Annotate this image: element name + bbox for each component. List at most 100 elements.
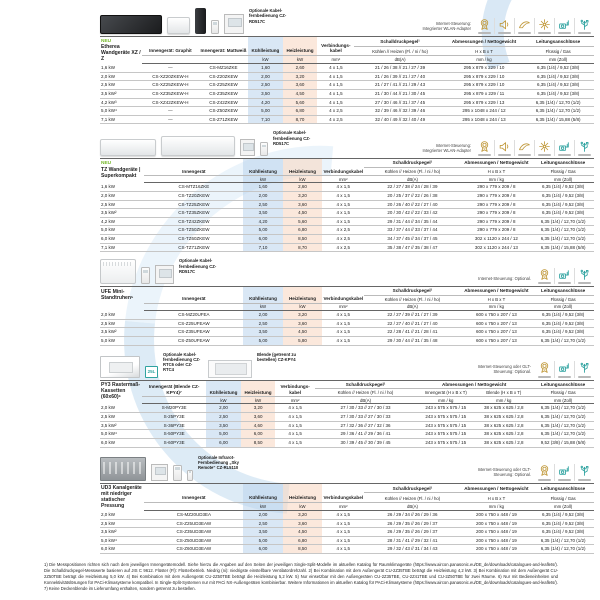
table-cell: 27 / 30 / 33 // 27 / 30 / 33 [314, 403, 417, 413]
table-cell: 3,60 [282, 200, 323, 210]
table-cell: 295 x 1048 x 244 / 13 [445, 115, 523, 125]
table-cell: 6,00 [243, 544, 283, 555]
table-row: 3,5 kW² CS-Z35UFEAW 3,50 4,50 4 x 1,5 22 / 28… [100, 327, 594, 337]
table-cell: 3,60 [282, 80, 318, 90]
wired-controller-photo [155, 265, 174, 285]
table-cell: 32 / 39 / 46 // 32 / 39 / 46 [354, 106, 446, 116]
table-cell: 3,5 kW² [100, 527, 145, 537]
table-cell: 21 / 30 / 44 // 21 / 30 / 45 [354, 89, 446, 99]
table-cell: 5,00 [243, 336, 283, 346]
table-cell: 6,35 (1/4) / 9,52 (3/8) [532, 200, 594, 210]
connectivity-icon [574, 17, 594, 34]
subheader-hbt: H x B x T [460, 294, 533, 304]
table-cell: 5,00 [206, 429, 241, 439]
col-header-heizleistung: Heiz­leistung [288, 495, 317, 501]
table-cell: 2,50 [248, 80, 283, 90]
table-cell: 20 / 25 / 37 // 22 / 26 / 38 [364, 191, 461, 201]
icon-caption [538, 154, 551, 157]
unit-dba: dB(A) [364, 175, 461, 184]
award-seal-icon [535, 268, 554, 285]
nanoe-icon [534, 17, 554, 34]
table-cell: 4 x 1,5 [322, 544, 365, 555]
table-cell: 6,35 (1/4) / 9,52 (3/8) [532, 319, 594, 329]
unit-mmzoll: mm (Zoll) [532, 302, 594, 312]
table-cell: 4 x 1,5 [317, 98, 355, 108]
table-cell: 9,52 (3/8) / 15,88 (5/8) [532, 438, 594, 448]
subheader-schall: Kühlen // Heizen (Fl. / ni / ho) [364, 492, 461, 503]
table-cell: 3,50 [243, 527, 283, 537]
table-cell: CS-Z50UFEAW [144, 336, 244, 346]
table-cell: 243 x 575 x 575 / 15 [416, 403, 476, 413]
table-cell: 290 x 779 x 209 / 8 [460, 217, 533, 227]
table-cell: 27 / 32 / 36 // 27 / 32 / 36 [314, 421, 417, 431]
table-cell: 1,6 kW [100, 182, 145, 192]
table-cell: 5,00 [248, 106, 283, 116]
section-title: NEU Etherea Wandgeräte XZ / Z [101, 38, 141, 63]
neu-badge: NEU [101, 38, 112, 44]
table-cell: 2,00 [243, 510, 283, 520]
col-header-kuehlleistung: Kühl­leistung [209, 389, 238, 395]
subheader-abmessungen-blende: Blende (H x B x T) [475, 388, 533, 397]
table-cell: 26 / 29 / 34 // 26 / 29 / 36 [364, 510, 461, 520]
table-cell: 6,35 (1/4) / 12,70 (1/2) [532, 412, 594, 422]
table-cell: 6,35 (1/4) / 12,70 (1/2) [532, 536, 594, 546]
col-header-kuehlleistung: Kühl­leistung [249, 296, 277, 302]
table-cell: 4 x 1,5 [322, 208, 365, 218]
table-cell: 243 x 575 x 575 / 15 [416, 412, 476, 422]
table-cell: 4 x 1,5 [322, 527, 365, 537]
table-cell: 22 / 27 / 38 // 24 / 28 / 39 [364, 182, 461, 192]
table-cell: CS-TZ35ZKEW [144, 208, 244, 218]
unit-cell [144, 302, 244, 312]
table-cell: 6,00 [243, 234, 283, 244]
remote-control-photo [211, 20, 219, 34]
table-row: 2,0 kW S-M20PY3E 2,00 3,20 4 x 1,5 27 / 30 / … [100, 403, 594, 413]
table-cell: 3,60 [240, 412, 276, 422]
col-header-verbindungskabel: Verbindungs­kabel [280, 384, 310, 395]
table-cell: 4 x 2,5 [317, 106, 355, 116]
wall-unit-large-photo [161, 136, 235, 157]
table-cell: — [141, 115, 199, 125]
table-cell: 6,35 (1/4) / 9,52 (3/8) [532, 527, 594, 537]
unit-kw: kW [248, 54, 283, 65]
icon-caption [558, 375, 571, 378]
table-cell: 4 x 2,5 [317, 115, 355, 125]
table-cell: 6,80 [282, 106, 318, 116]
table-cell: 4,50 [282, 327, 323, 337]
feature-icons [475, 139, 594, 157]
col-header-schalldruckpegel: Schalldruckpegel¹ [345, 381, 386, 387]
table-cell: 5,0 kW [100, 225, 145, 235]
table-cell: 200 x 750 x 448 / 19 [460, 527, 533, 537]
col-header-verbindungskabel: Verbindungs­kabel [323, 296, 364, 302]
table-cell: 2,5 kW [100, 319, 145, 329]
table-cell: 6,35 (1/4) / 15,88 (5/8) [532, 243, 594, 253]
col-header-heizleistung: Heiz­leistung [288, 168, 317, 174]
table-cell: S-60PY3E [141, 438, 207, 448]
wall-unit-graphite-photo [100, 15, 162, 34]
neu-badge: NEU [101, 160, 112, 166]
control-info: Internet-Steuerung: Integrierter WLAN-Ad… [415, 139, 594, 157]
table-cell: CS-Z25UD3EAW [144, 519, 244, 529]
table-cell: 5,60 [282, 98, 318, 108]
col-header-heizleistung: Heiz­leistung [286, 48, 314, 54]
table-cell: 295 x 879 x 229 / 10 [445, 72, 523, 82]
table-cell: — [141, 63, 199, 73]
subheader-fluessig-gas: Flüssig / Gas [532, 166, 594, 176]
table-cell: 6,35 (1/4) / 9,52 (3/8) [532, 208, 594, 218]
table-cell: 295 x 879 x 229 / 10 [445, 63, 523, 73]
table-cell: 6,80 [282, 225, 323, 235]
nanoe-icon [534, 139, 554, 157]
table-cell: 38 x 625 x 625 / 2,8 [475, 421, 533, 431]
unit-mm2: mm² [317, 54, 355, 65]
connectivity-icon [574, 361, 594, 378]
subheader-schall: Kühlen // Heizen (Fl. / ni / ho) [354, 45, 446, 56]
wall-unit-side-photo [195, 8, 206, 34]
product-photos-tz: Optionale Kabel­fernbedienung CZ-RD517C … [100, 128, 594, 157]
table-cell: S-36PY3E [141, 421, 207, 431]
section-title: PY3 Rastermaß-Kassetten (60x60)⁶ [101, 382, 141, 401]
section-py3: 25L Optionale Kabel­fernbedienung CZ-RTC… [100, 350, 594, 448]
table-cell: 3,5 kW² [100, 208, 145, 218]
table-cell: 38 x 625 x 625 / 2,8 [475, 412, 533, 422]
table-cell: 2,5 kW [100, 200, 145, 210]
table-cell: 32 / 40 / 49 // 32 / 40 / 49 [354, 115, 446, 125]
table-cell: 2,5 kW [100, 80, 142, 90]
